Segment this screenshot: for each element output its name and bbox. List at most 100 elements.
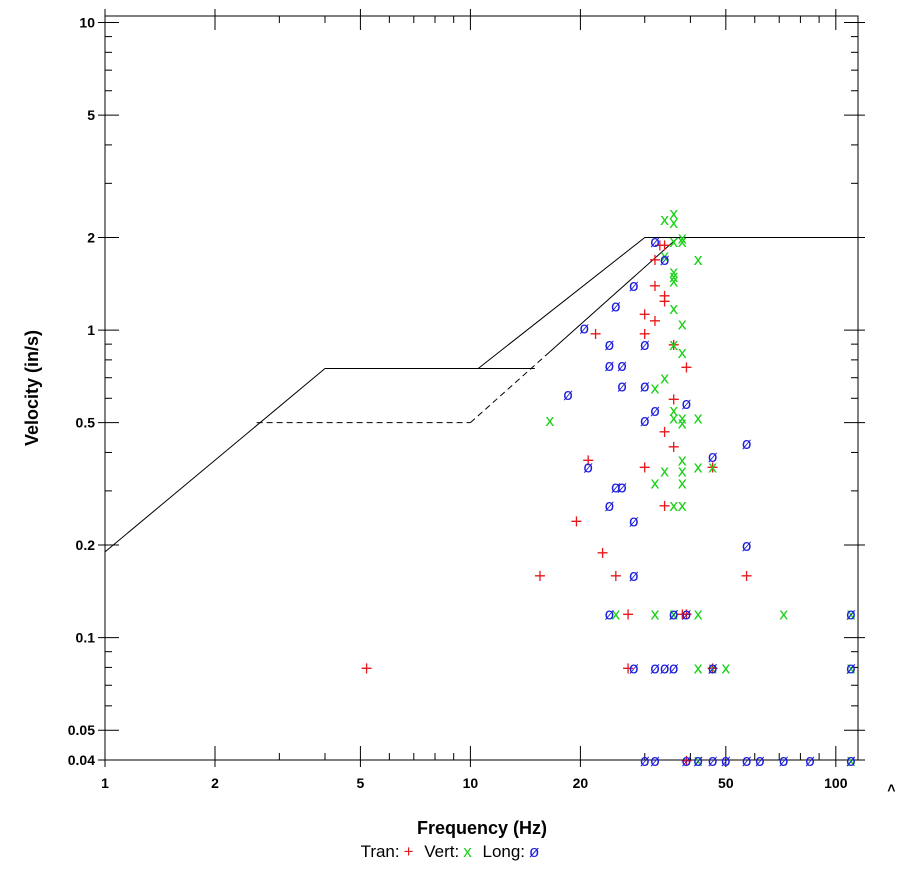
y-tick-label: 0.04	[68, 752, 95, 768]
marker-long: ø	[693, 751, 703, 770]
marker-vert: x	[660, 461, 669, 480]
y-tick-label: 0.1	[76, 630, 96, 646]
marker-vert: x	[693, 458, 702, 477]
marker-vert: x	[669, 401, 678, 420]
limit-curve-dashed-segment	[470, 355, 546, 424]
marker-vert: x	[650, 604, 659, 623]
marker-tran: +	[667, 389, 680, 408]
y-tick-label: 1	[87, 322, 95, 338]
marker-tran: +	[638, 305, 651, 324]
marker-long: ø	[681, 604, 691, 623]
marker-vert: x	[846, 604, 855, 623]
marker-long: ø	[583, 458, 593, 477]
y-tick-label: 0.5	[76, 415, 96, 431]
x-tick-label: 1	[101, 775, 109, 791]
marker-long: ø	[617, 477, 627, 496]
marker-vert: x	[779, 604, 788, 623]
marker-tran: +	[589, 324, 602, 343]
marker-tran: +	[648, 276, 661, 295]
marker-tran: +	[638, 458, 651, 477]
marker-vert: x	[678, 408, 687, 427]
marker-long: ø	[617, 377, 627, 396]
marker-tran: +	[533, 566, 546, 585]
marker-tran: +	[648, 250, 661, 269]
marker-long: ø	[846, 658, 856, 677]
marker-vert: x	[678, 228, 687, 247]
marker-tran: +	[621, 604, 634, 623]
marker-vert: x	[545, 411, 554, 430]
marker-tran: +	[653, 235, 666, 254]
y-axis-title: Velocity (in/s)	[22, 330, 42, 446]
marker-long: ø	[611, 477, 621, 496]
x-tick-label: 50	[718, 775, 734, 791]
marker-vert: x	[678, 496, 687, 515]
marker-tran: +	[638, 324, 651, 343]
marker-long: ø	[650, 658, 660, 677]
legend-long-label: Long:	[482, 842, 526, 861]
limit-curve-1	[477, 237, 858, 369]
marker-long: ø	[846, 751, 856, 770]
marker-vert: x	[678, 461, 687, 480]
x-overflow-marker: >	[883, 784, 899, 792]
marker-tran: +	[667, 335, 680, 354]
marker-vert: x	[660, 369, 669, 388]
marker-vert: x	[678, 450, 687, 469]
marker-long: ø	[708, 658, 718, 677]
marker-vert: x	[721, 658, 730, 677]
marker-vert: x	[660, 210, 669, 229]
marker-long: ø	[708, 751, 718, 770]
marker-tran: +	[581, 450, 594, 469]
marker-vert: x	[708, 658, 717, 677]
marker-long: ø	[629, 276, 639, 295]
marker-vert: x	[669, 267, 678, 286]
y-tick-label: 0.2	[76, 537, 96, 553]
marker-tran: +	[680, 358, 693, 377]
marker-long: ø	[742, 434, 752, 453]
marker-long: ø	[650, 232, 660, 251]
marker-vert: x	[846, 751, 855, 770]
marker-long: ø	[742, 751, 752, 770]
y-axis-ticks: 0.04 0.05 0.1 0.2 0.5 1 2 5 10	[68, 15, 865, 768]
x-tick-label: 20	[573, 775, 589, 791]
marker-vert: x	[678, 315, 687, 334]
marker-tran: +	[596, 543, 609, 562]
x-tick-label: 2	[211, 775, 219, 791]
y-tick-label: 2	[87, 229, 95, 245]
marker-vert: x	[669, 263, 678, 282]
marker-long: ø	[650, 751, 660, 770]
marker-vert: x	[611, 604, 620, 623]
x-tick-label: 5	[357, 775, 365, 791]
x-tick-label: 10	[463, 775, 479, 791]
marker-long: ø	[604, 335, 614, 354]
marker-tran: +	[621, 658, 634, 677]
marker-vert: x	[708, 458, 717, 477]
marker-long: ø	[708, 447, 718, 466]
marker-tran: +	[648, 311, 661, 330]
limit-curve-solid-segment	[544, 237, 679, 357]
marker-long: ø	[779, 751, 789, 770]
marker-vert: x	[650, 473, 659, 492]
marker-vert: x	[669, 335, 678, 354]
legend-long-symbol: ø	[529, 842, 540, 861]
marker-vert: x	[660, 246, 669, 265]
marker-vert: x	[669, 232, 678, 251]
limit-curves	[104, 237, 858, 553]
marker-long: ø	[640, 411, 650, 430]
plot-frame	[104, 15, 859, 761]
marker-long: ø	[640, 377, 650, 396]
marker-long: ø	[604, 496, 614, 515]
data-markers: +++++++++++++++++++++++++++++++xx xxxxxxx…	[360, 204, 856, 770]
marker-vert: x	[693, 408, 702, 427]
legend-tran-symbol: +	[403, 842, 414, 861]
marker-tran: +	[658, 235, 671, 254]
legend-vert-symbol: x	[463, 842, 472, 861]
marker-long: ø	[629, 658, 639, 677]
x-axis-ticks: 1 2 5 10 20 50 100	[101, 9, 848, 791]
marker-long: ø	[669, 604, 679, 623]
marker-vert: x	[678, 473, 687, 492]
marker-long: ø	[629, 566, 639, 585]
marker-vert: x	[693, 250, 702, 269]
marker-long: ø	[611, 297, 621, 316]
marker-long: ø	[563, 385, 573, 404]
marker-vert: x	[669, 204, 678, 223]
